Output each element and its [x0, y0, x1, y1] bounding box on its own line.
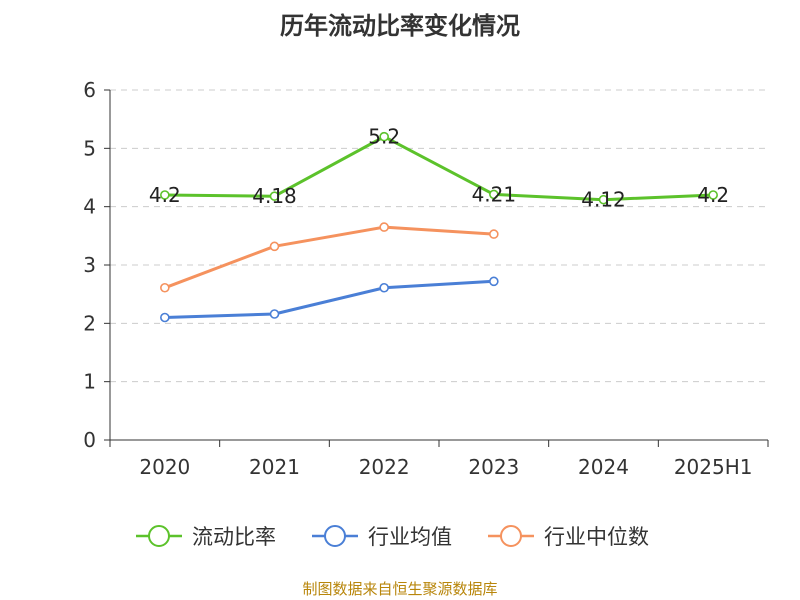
series-2-point [379, 282, 389, 293]
x-tick-label: 2022 [359, 455, 410, 479]
y-tick-label: 3 [83, 253, 96, 277]
y-tick-label: 0 [83, 428, 96, 452]
y-tick-label: 2 [83, 311, 96, 335]
series-1-point [489, 189, 499, 200]
legend-marker-1 [148, 525, 170, 547]
series-line-3 [164, 225, 494, 290]
data-label: 4.2 [149, 183, 181, 207]
x-tick-label: 2020 [139, 455, 190, 479]
series-3-point [379, 222, 389, 232]
series-1-point [708, 190, 718, 200]
y-tick-label: 6 [83, 78, 96, 102]
series-line-1 [164, 135, 714, 202]
series-line-2 [164, 279, 494, 319]
legend-label-1: 流动比率 [192, 525, 276, 549]
y-tick-label: 5 [83, 136, 96, 160]
series-2-point [489, 276, 499, 287]
data-label: 4.18 [252, 184, 297, 208]
series-2-point [160, 312, 170, 323]
series-3-point [160, 282, 170, 293]
x-tick-label: 2025H1 [674, 455, 753, 479]
legend-label-2: 行业均值 [368, 525, 452, 549]
series-3-point [489, 229, 499, 239]
x-tick-label: 2023 [468, 455, 519, 479]
series-3-point [269, 241, 280, 252]
series-1-point [598, 194, 609, 205]
data-label: 4.2 [697, 183, 729, 207]
series-2-point [269, 309, 280, 319]
legend-marker-3 [500, 525, 522, 547]
legend-marker-2 [324, 525, 346, 547]
x-tick-label: 2021 [249, 455, 300, 479]
series-1-point [269, 191, 280, 201]
chart-title: 历年流动比率变化情况 [280, 12, 520, 40]
data-label: 5.2 [368, 125, 400, 149]
x-tick-label: 2024 [578, 455, 629, 479]
legend-label-3: 行业中位数 [544, 525, 649, 549]
data-label: 4.12 [581, 188, 626, 212]
series-1-point [379, 131, 389, 142]
y-tick-label: 4 [83, 195, 96, 219]
data-label: 4.21 [472, 182, 517, 206]
y-tick-label: 1 [83, 370, 96, 394]
data-source-note: 制图数据来自恒生聚源数据库 [302, 580, 498, 598]
series-1-point [160, 190, 170, 200]
